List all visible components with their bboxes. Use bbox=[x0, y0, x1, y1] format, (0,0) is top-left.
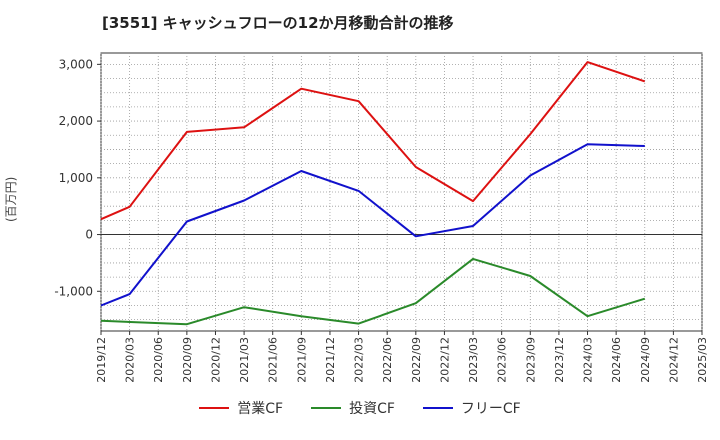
chart-title: [3551] キャッシュフローの12か月移動合計の推移 bbox=[102, 14, 454, 32]
x-tick-label: 2024/12 bbox=[667, 337, 680, 383]
legend-swatch bbox=[422, 407, 453, 409]
y-tick-label: 1,000 bbox=[59, 171, 93, 185]
x-tick-label: 2023/12 bbox=[553, 337, 566, 383]
x-tick-label: 2023/06 bbox=[496, 337, 509, 383]
x-tick-label: 2020/12 bbox=[209, 337, 222, 383]
x-tick-label: 2022/09 bbox=[410, 337, 423, 383]
legend-label: 投資CF bbox=[349, 401, 395, 417]
x-tick-label: 2023/09 bbox=[524, 337, 537, 383]
legend-item-2: フリーCF bbox=[422, 398, 521, 418]
series-line-1 bbox=[100, 257, 646, 326]
x-tick-label: 2021/06 bbox=[267, 337, 280, 383]
y-tick-label: -1,000 bbox=[54, 284, 93, 298]
x-tick-label: 2021/12 bbox=[324, 337, 337, 383]
y-tick-label: 2,000 bbox=[59, 114, 93, 128]
series-line-0 bbox=[100, 61, 646, 221]
x-tick-label: 2020/03 bbox=[124, 337, 137, 383]
x-tick-label: 2020/06 bbox=[152, 337, 165, 383]
x-tick-label: 2020/09 bbox=[181, 337, 194, 383]
x-tick-label: 2021/09 bbox=[295, 337, 308, 383]
legend-item-1: 投資CF bbox=[311, 398, 395, 418]
x-tick-label: 2022/03 bbox=[353, 337, 366, 383]
legend: 営業CF 投資CF フリーCF bbox=[0, 398, 720, 418]
legend-item-0: 営業CF bbox=[199, 398, 283, 418]
y-tick-label: 3,000 bbox=[59, 57, 93, 71]
x-tick-label: 2024/03 bbox=[582, 337, 595, 383]
x-tick-label: 2024/06 bbox=[610, 337, 623, 383]
x-tick-label: 2023/03 bbox=[467, 337, 480, 383]
x-tick-label: 2022/06 bbox=[381, 337, 394, 383]
legend-swatch bbox=[311, 407, 342, 409]
series-line-2 bbox=[100, 143, 645, 307]
x-tick-label: 2021/03 bbox=[238, 337, 251, 383]
legend-swatch bbox=[199, 407, 230, 409]
x-tick-label: 2025/03 bbox=[696, 337, 709, 383]
legend-label: フリーCF bbox=[460, 401, 521, 417]
legend-label: 営業CF bbox=[237, 401, 284, 417]
x-tick-label: 2024/09 bbox=[639, 337, 652, 383]
x-tick-label: 2019/12 bbox=[95, 337, 108, 383]
y-tick-label: 0 bbox=[85, 228, 93, 242]
x-tick-label: 2022/12 bbox=[438, 337, 451, 383]
